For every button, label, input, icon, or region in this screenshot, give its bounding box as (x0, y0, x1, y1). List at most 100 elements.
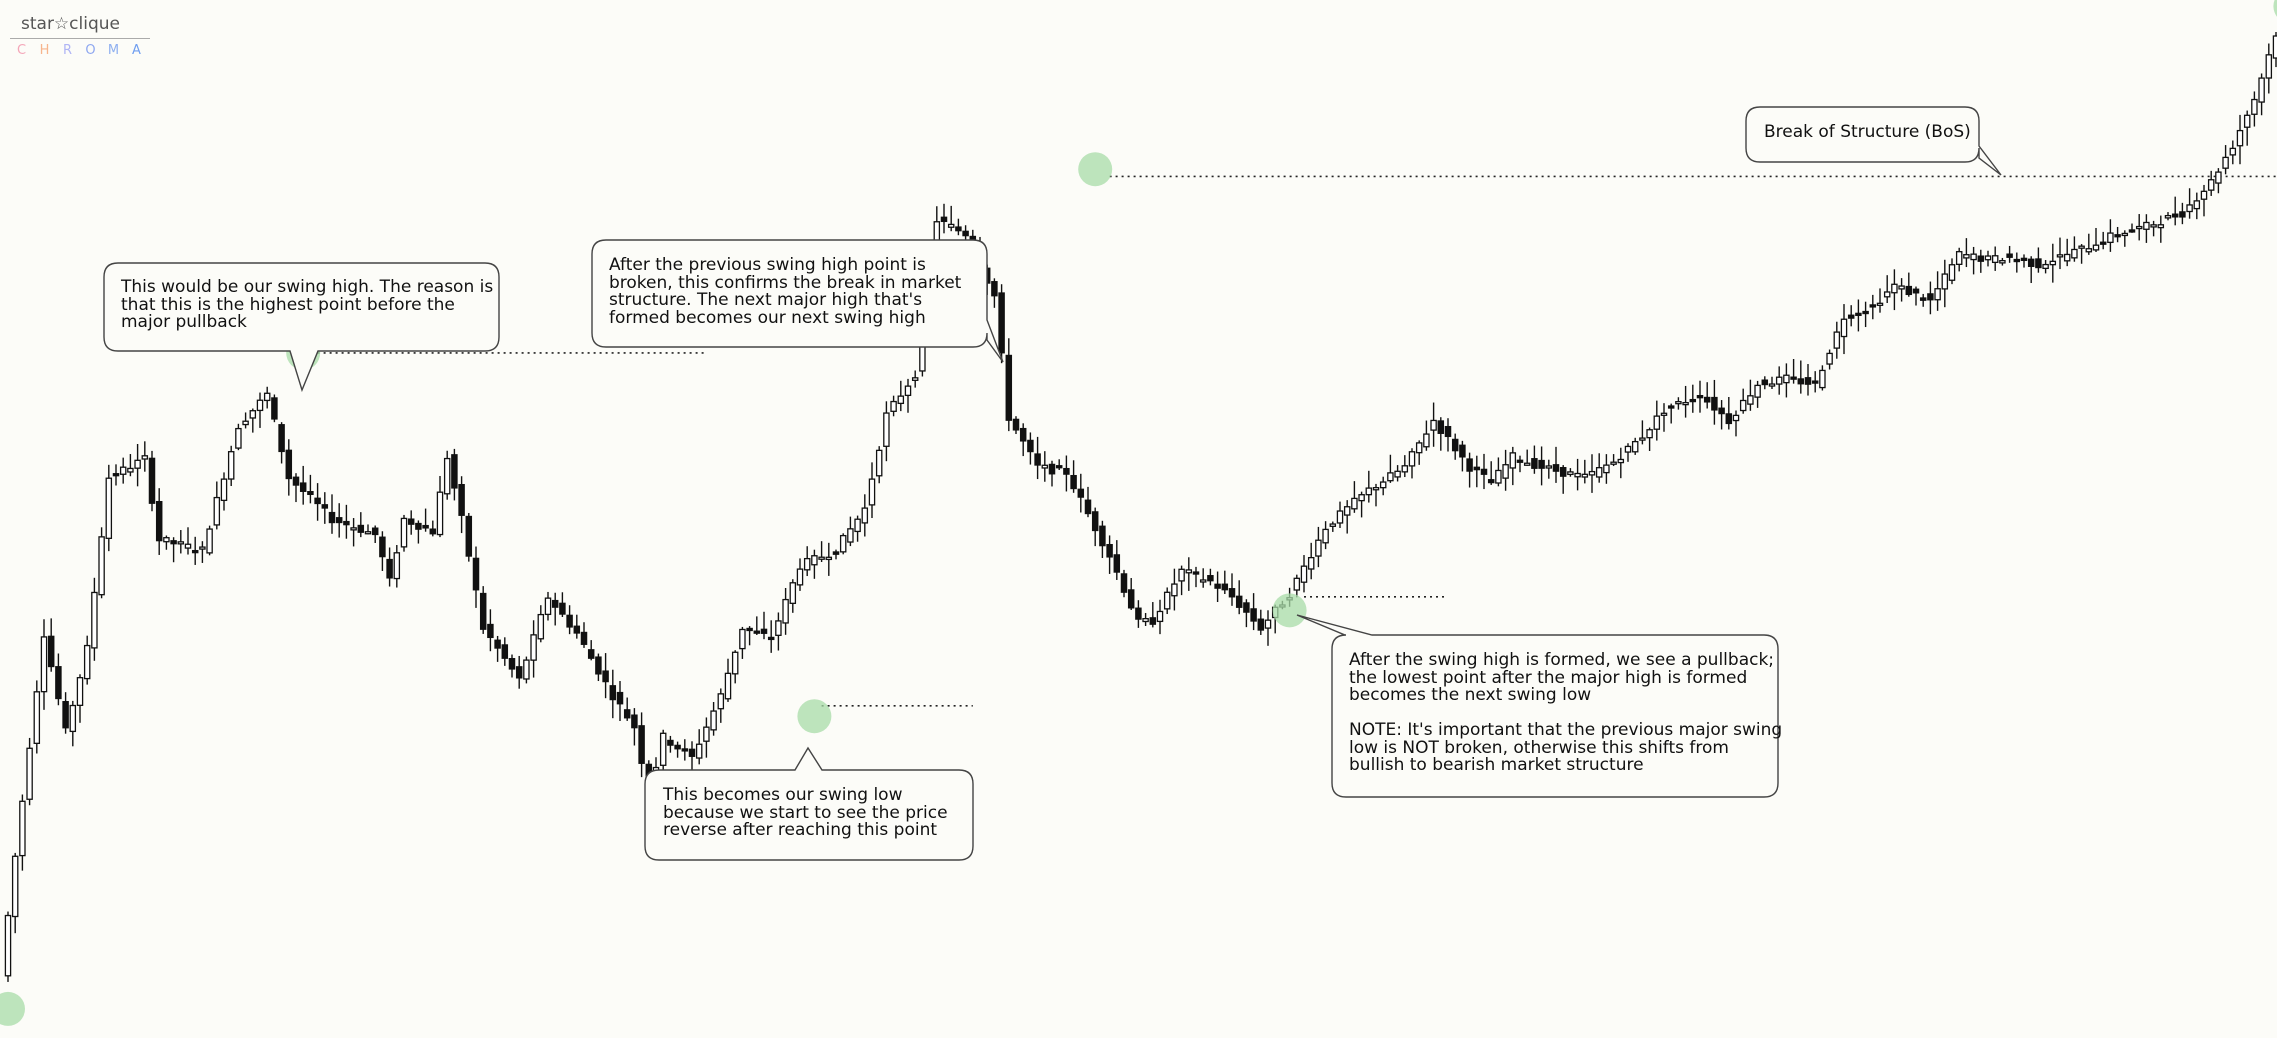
bearish-candle (407, 518, 415, 525)
bearish-candle (2128, 229, 2136, 233)
bearish-candle (1221, 583, 1229, 591)
bearish-candle (465, 515, 473, 557)
bearish-candle (602, 670, 609, 683)
logo-letter: O (85, 43, 96, 58)
bullish-candle (1365, 487, 1373, 496)
bearish-candle (595, 656, 602, 675)
bearish-candle (940, 216, 948, 223)
bearish-candle (1473, 466, 1481, 471)
bullish-candle (825, 556, 833, 561)
bearish-candle (1192, 571, 1200, 575)
bullish-candle (1322, 528, 1329, 544)
bearish-candle (1250, 608, 1257, 622)
bullish-candle (2135, 225, 2143, 230)
bullish-candle (2092, 244, 2100, 251)
swing-low-callout: This becomes our swing low because we st… (663, 785, 948, 840)
bullish-candle (1315, 539, 1322, 557)
bullish-candle (1775, 376, 1783, 385)
bullish-candle (400, 517, 408, 548)
bearish-candle (451, 454, 458, 489)
bearish-candle (1919, 297, 1927, 301)
bearish-candle (1070, 474, 1077, 490)
start-low-marker (0, 991, 25, 1026)
bullish-candle (1783, 374, 1790, 384)
bullish-candle (1329, 523, 1337, 527)
bullish-candle (199, 546, 206, 550)
bullish-candle (2200, 190, 2208, 200)
bullish-candle (1264, 619, 1272, 629)
bullish-candle (1156, 610, 1164, 623)
bearish-candle (1207, 575, 1214, 582)
bullish-candle (163, 537, 170, 543)
bullish-candle (2258, 77, 2265, 103)
bearish-candle (515, 666, 523, 679)
bearish-candle (1077, 488, 1085, 498)
bullish-candle (11, 855, 19, 918)
bullish-candle (1545, 465, 1553, 469)
bullish-candle (839, 534, 847, 553)
bearish-candle (285, 449, 293, 480)
bullish-candle (33, 691, 41, 744)
bullish-candle (2042, 263, 2049, 270)
bullish-candle (127, 467, 134, 473)
bearish-candle (1790, 376, 1797, 380)
bearish-candle (155, 500, 163, 542)
bearish-candle (379, 536, 386, 558)
next-swing-high-callout-box (591, 239, 1004, 363)
bullish-candle (544, 597, 552, 616)
bullish-candle (1768, 383, 1776, 387)
logo-name: star☆clique (21, 14, 120, 34)
bearish-candle (148, 457, 156, 504)
bullish-candle (875, 449, 883, 477)
bullish-candle (2150, 224, 2157, 228)
bearish-candle (667, 739, 674, 746)
bearish-candle (1005, 354, 1013, 421)
bearish-candle (1034, 453, 1041, 466)
bullish-candle (1603, 464, 1610, 474)
bearish-candle (2099, 241, 2107, 245)
bearish-candle (458, 483, 465, 516)
bearish-candle (1214, 583, 1221, 589)
bullish-candle (1495, 469, 1502, 484)
bearish-candle (559, 602, 566, 615)
bullish-candle (350, 527, 357, 531)
bullish-candle (1610, 461, 1617, 465)
bullish-candle (206, 528, 213, 554)
bearish-candle (1099, 525, 1106, 547)
bearish-candle (1228, 588, 1236, 598)
bearish-candle (422, 524, 429, 529)
bearish-candle (674, 744, 681, 750)
swing-high-callout-box (103, 262, 500, 393)
swing-levels (317, 175, 2277, 707)
bearish-candle (1120, 573, 1128, 593)
bullish-candle (710, 710, 717, 731)
bullish-candle (1732, 414, 1740, 422)
bearish-candle (1084, 499, 1092, 515)
bearish-candle (1912, 288, 1920, 294)
bullish-candle (1408, 451, 1416, 467)
bearish-candle (1055, 465, 1063, 469)
bullish-candle (2265, 54, 2273, 79)
bearish-candle (623, 709, 631, 719)
bearish-candle (321, 504, 329, 509)
bullish-candle (1826, 352, 1833, 365)
bullish-candle (1185, 569, 1193, 574)
bearish-candle (1444, 425, 1452, 438)
bullish-candle (1387, 472, 1394, 482)
candles (4, 32, 2277, 982)
bearish-candle (638, 725, 645, 764)
bullish-candle (2243, 114, 2251, 128)
bullish-candle (2056, 254, 2064, 258)
bullish-candle (2164, 214, 2172, 219)
bearish-candle (1855, 312, 1862, 317)
bullish-candle (1300, 565, 1308, 583)
bullish-candle (4, 914, 12, 977)
bullish-candle (1502, 464, 1509, 479)
bullish-candle (1171, 583, 1178, 597)
bullish-candle (1840, 318, 1848, 338)
bullish-candle (1401, 465, 1409, 473)
bullish-candle (91, 591, 98, 649)
bearish-candle (2114, 234, 2121, 238)
bearish-candle (1257, 618, 1265, 631)
